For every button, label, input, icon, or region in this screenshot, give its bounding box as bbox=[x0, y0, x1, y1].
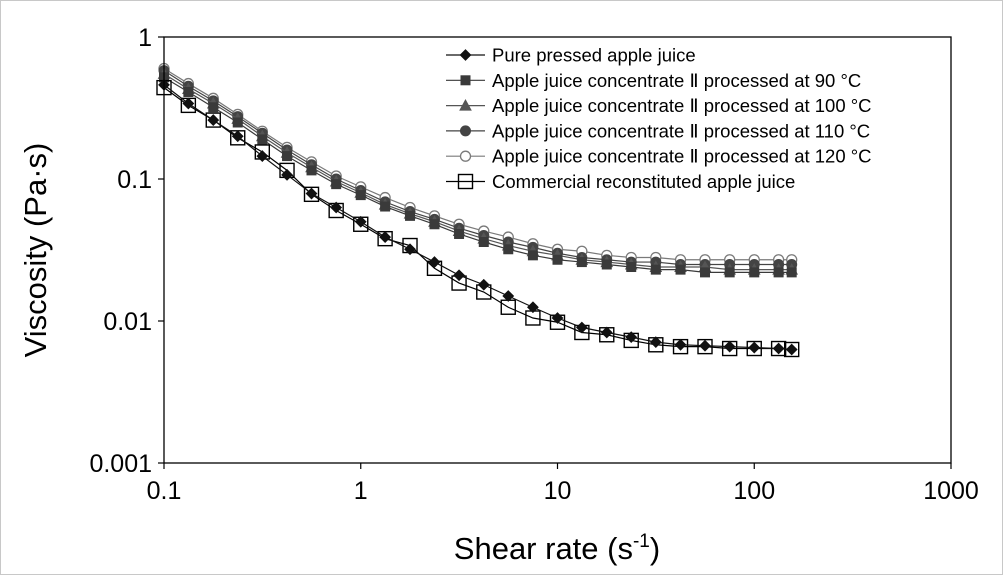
data-point bbox=[454, 228, 465, 239]
data-point bbox=[232, 117, 243, 128]
data-point bbox=[724, 267, 735, 278]
data-point bbox=[428, 256, 441, 268]
legend: Pure pressed apple juice Apple juice conc… bbox=[446, 45, 872, 192]
data-point bbox=[282, 151, 293, 162]
x-tick-label: 0.1 bbox=[147, 477, 182, 505]
data-point bbox=[478, 237, 489, 248]
series-2 bbox=[159, 72, 797, 278]
x-axis-title: Shear rate (s-1) bbox=[454, 531, 660, 566]
legend-marker bbox=[459, 49, 472, 61]
data-point bbox=[626, 262, 637, 273]
data-point bbox=[674, 338, 687, 351]
data-point bbox=[330, 201, 343, 214]
legend-item: Apple juice concentrate Ⅱ processed at 1… bbox=[446, 146, 872, 167]
data-point bbox=[746, 340, 762, 357]
y-axis-title: Viscosity (Pa·s) bbox=[18, 143, 53, 358]
data-point bbox=[182, 97, 195, 110]
legend-marker bbox=[459, 99, 472, 111]
data-point bbox=[675, 264, 686, 275]
data-point bbox=[207, 114, 220, 126]
legend-marker bbox=[460, 125, 471, 137]
data-point bbox=[527, 301, 539, 314]
data-point bbox=[625, 331, 638, 344]
data-point bbox=[697, 338, 713, 355]
data-point bbox=[477, 278, 490, 291]
data-point bbox=[453, 269, 465, 282]
data-point bbox=[749, 267, 760, 278]
data-point bbox=[700, 267, 711, 278]
data-point bbox=[576, 257, 587, 268]
data-point bbox=[429, 219, 440, 230]
data-point bbox=[601, 259, 612, 270]
y-tick-label: 1 bbox=[138, 24, 152, 52]
data-point bbox=[748, 341, 761, 354]
data-point bbox=[355, 190, 366, 201]
data-point bbox=[600, 326, 613, 339]
data-point bbox=[723, 340, 736, 353]
data-point bbox=[786, 267, 797, 278]
y-tick-label: 0.01 bbox=[103, 308, 152, 336]
data-point bbox=[551, 312, 564, 324]
data-point bbox=[257, 134, 268, 145]
x-tick-label: 100 bbox=[733, 477, 775, 505]
data-point bbox=[773, 267, 784, 278]
data-point bbox=[256, 150, 269, 162]
data-point bbox=[503, 244, 514, 255]
y-tick-label: 0.1 bbox=[117, 166, 152, 194]
legend-label: Commercial reconstituted apple juice bbox=[492, 171, 795, 192]
data-point bbox=[772, 342, 785, 355]
data-point bbox=[208, 102, 219, 113]
legend-label: Pure pressed apple juice bbox=[492, 45, 696, 66]
data-point bbox=[575, 321, 588, 334]
data-point bbox=[649, 336, 662, 349]
data-point bbox=[303, 186, 320, 203]
x-tick-label: 1000 bbox=[923, 477, 979, 505]
y-axis-ticks: 0.001 0.01 0.1 1 bbox=[89, 24, 164, 478]
series-layer bbox=[156, 62, 800, 358]
data-point bbox=[354, 215, 367, 228]
legend-label: Apple juice concentrate Ⅱ processed at 9… bbox=[492, 70, 861, 91]
data-point bbox=[281, 168, 293, 181]
data-point bbox=[205, 112, 221, 128]
legend-marker bbox=[459, 150, 472, 162]
data-point bbox=[379, 231, 392, 243]
legend-label: Apple juice concentrate Ⅱ processed at 1… bbox=[492, 95, 872, 116]
data-point bbox=[306, 165, 317, 176]
data-point bbox=[699, 339, 711, 352]
data-point bbox=[527, 250, 538, 261]
legend-marker bbox=[457, 173, 474, 190]
legend-label: Apple juice concentrate Ⅱ processed at 1… bbox=[492, 146, 872, 167]
legend-item: Apple juice concentrate Ⅱ processed at 9… bbox=[446, 70, 861, 91]
data-point bbox=[305, 187, 318, 200]
data-point bbox=[785, 343, 798, 356]
legend-label: Apple juice concentrate Ⅱ processed at 1… bbox=[492, 120, 870, 141]
data-point bbox=[331, 179, 342, 190]
legend-item: Pure pressed apple juice bbox=[446, 45, 696, 66]
x-axis-ticks: 0.1 1 10 100 1000 bbox=[147, 463, 979, 505]
legend-item: Apple juice concentrate Ⅱ processed at 1… bbox=[446, 120, 870, 141]
data-point bbox=[183, 86, 194, 97]
y-tick-label: 0.001 bbox=[89, 450, 152, 478]
data-point bbox=[405, 210, 416, 221]
data-point bbox=[231, 130, 244, 143]
plot-area bbox=[156, 36, 952, 464]
legend-item: Apple juice concentrate Ⅱ processed at 1… bbox=[446, 95, 872, 116]
x-tick-label: 1 bbox=[354, 477, 368, 505]
data-point bbox=[404, 243, 416, 256]
legend-marker bbox=[460, 75, 471, 86]
x-tick-label: 10 bbox=[544, 477, 572, 505]
legend-item: Commercial reconstituted apple juice bbox=[446, 171, 795, 192]
data-point bbox=[502, 290, 515, 302]
series-line bbox=[163, 87, 792, 351]
data-point bbox=[552, 254, 563, 265]
data-point bbox=[380, 201, 391, 212]
data-point bbox=[650, 264, 661, 275]
